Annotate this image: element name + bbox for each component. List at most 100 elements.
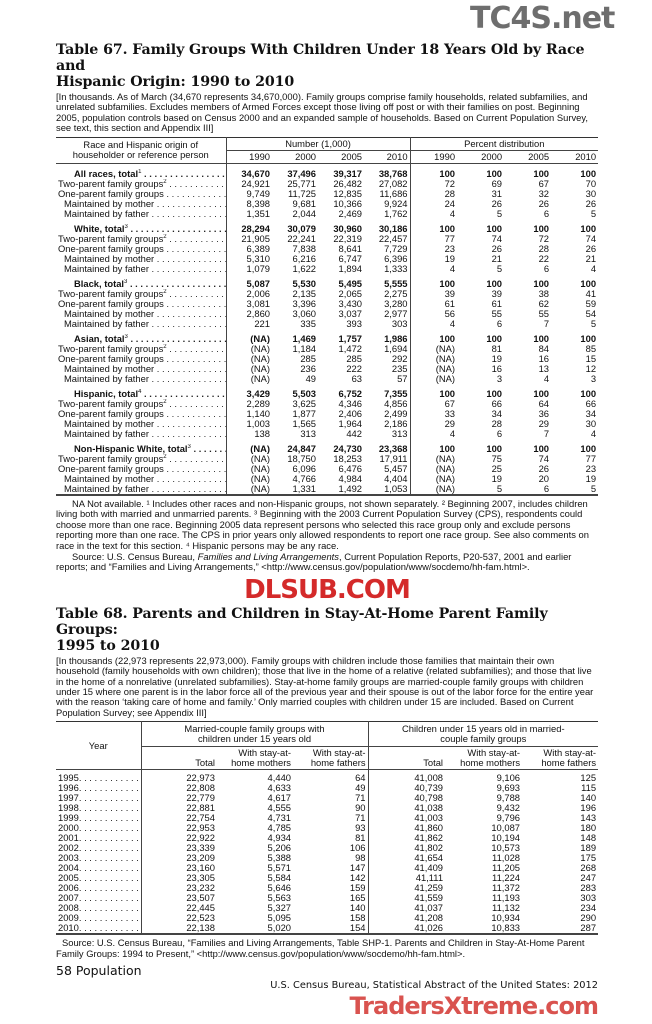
leader-dots: . . . . . . . . . . . . . . . . . . . . xyxy=(151,263,225,274)
value-cell: 23,160 xyxy=(186,863,215,874)
value-cell: 28,294 xyxy=(241,223,270,234)
value-cell: 72 xyxy=(538,233,550,244)
table-row: 2010. . . . . . . . . . . . 22,138 5,020 15… xyxy=(56,923,598,935)
value-cell: 6,396 xyxy=(364,253,411,264)
table67-source: Source: U.S. Census Bureau, Families and… xyxy=(56,551,598,573)
value-cell: 72 xyxy=(444,178,456,189)
value-cell: 4,633 xyxy=(267,783,291,794)
year-cell: 1996. . . . . . . . . . . . xyxy=(56,783,142,794)
value-cell: (NA) xyxy=(250,453,270,464)
value-cell: 142 xyxy=(293,873,369,884)
value-cell: 4,346 xyxy=(338,398,362,409)
table-row: 1995. . . . . . . . . . . . 22,973 4,440 64… xyxy=(56,773,598,784)
page-content: Table 67. Family Groups With Children Un… xyxy=(56,42,599,1020)
row-label: Two-parent family groups2 . . . . . . . … xyxy=(56,178,227,189)
row-label-text: One-parent family groups xyxy=(58,243,164,254)
value-cell: 235 xyxy=(364,363,411,374)
value-cell: 41,038 xyxy=(414,803,444,814)
value-cell: 21 xyxy=(491,253,503,264)
leader-dots: . . . . . . . . . . . . . . . . . . . . xyxy=(193,443,225,454)
value-cell: 22,138 xyxy=(186,923,215,934)
value-cell: 40,798 xyxy=(414,793,444,804)
table-row: Two-parent family groups2 . . . . . . . … xyxy=(56,178,598,189)
row-label-text: One-parent family groups xyxy=(58,408,164,419)
value-cell: 3 xyxy=(590,373,597,384)
value-cell: 41,111 xyxy=(415,873,444,884)
value-cell: 41,802 xyxy=(414,843,444,854)
value-cell: 285 xyxy=(346,353,362,364)
value-cell: (NA) xyxy=(435,373,456,384)
value-cell: 335 xyxy=(300,318,316,329)
value-cell: 7,838 xyxy=(292,243,316,254)
value-cell: (NA) xyxy=(435,463,456,474)
spacer-cell xyxy=(364,438,411,444)
leader-dots: . . . . . . . . . . . . . . . . . . . . xyxy=(169,233,225,244)
value-cell: 100 xyxy=(486,278,503,289)
table-row: Maintained by mother . . . . . . . . . .… xyxy=(56,198,598,209)
table-row: One-parent family groups . . . . . . . .… xyxy=(56,408,598,419)
leader-dots: . . . . . . . . . . . . . . . . . . . . xyxy=(166,298,225,309)
table-row: 2005. . . . . . . . . . . . 23,305 5,584 14… xyxy=(56,873,598,884)
value-cell: 234 xyxy=(580,903,597,914)
row-label-text: Maintained by father xyxy=(64,428,149,439)
value-cell: 26 xyxy=(585,243,597,254)
value-cell: 4 xyxy=(590,428,597,439)
row-label-text: Maintained by mother xyxy=(64,253,155,264)
table-row: Two-parent family groups2 . . . . . . . … xyxy=(56,233,598,244)
row-label-text: Maintained by mother xyxy=(64,308,155,319)
value-cell: 100 xyxy=(580,223,597,234)
value-cell: 100 xyxy=(533,223,550,234)
leader-dots: . . . . . . . . . . . . . . . . . . . . xyxy=(144,168,225,179)
row-label: Two-parent family groups2 . . . . . . . … xyxy=(56,398,227,409)
value-cell: (NA) xyxy=(435,363,456,374)
value-cell: 5 xyxy=(496,483,503,494)
row-label: One-parent family groups . . . . . . . .… xyxy=(56,463,227,474)
value-cell: 292 xyxy=(364,353,411,364)
spacer-cell xyxy=(56,328,227,334)
leader-dots: . . . . . . . . . . . . . . . . . . . . xyxy=(151,373,225,384)
value-cell: 62 xyxy=(538,298,550,309)
value-cell: 17,911 xyxy=(364,453,411,464)
table-row: All races, total1 . . . . . . . . . . . … xyxy=(56,168,598,179)
value-cell: 2,499 xyxy=(364,408,411,419)
value-cell: 100 xyxy=(439,388,456,399)
value-cell: 100 xyxy=(486,443,503,454)
value-cell: 1,622 xyxy=(292,263,316,274)
row-label: Maintained by father . . . . . . . . . .… xyxy=(56,208,227,219)
year-cell: 2003. . . . . . . . . . . . xyxy=(56,853,142,864)
value-cell: 31 xyxy=(491,188,503,199)
leader-dots: . . . . . . . . . . . . . . . . . . . . xyxy=(144,388,225,399)
group-spacer xyxy=(56,273,598,279)
leader-dots: . . . . . . . . . . . . . . . . . . . . xyxy=(156,308,225,319)
value-cell: 11,372 xyxy=(492,883,521,894)
value-cell: 100 xyxy=(439,333,456,344)
row-label: Asian, total3 . . . . . . . . . . . . . … xyxy=(56,333,227,344)
value-cell: 303 xyxy=(580,893,597,904)
value-cell: 2,065 xyxy=(338,288,362,299)
footnote-marker: 3 xyxy=(124,278,128,285)
row-label-text: Maintained by mother xyxy=(64,198,155,209)
footnote-marker: 3 xyxy=(124,333,128,340)
leader-dots: . . . . . . . . . . . . . . . . . . . . xyxy=(169,288,225,299)
value-cell: 4,731 xyxy=(267,813,291,824)
title-line: Table 67. Family Groups With Children Un… xyxy=(56,42,585,74)
table-row: 2002. . . . . . . . . . . . 23,339 5,206 10… xyxy=(56,843,598,854)
title-line: Hispanic Origin: 1990 to 2010 xyxy=(56,74,295,90)
value-cell: 64 xyxy=(538,398,550,409)
value-cell: 3,430 xyxy=(338,298,362,309)
year-cell: 2000. . . . . . . . . . . . xyxy=(56,823,142,834)
value-cell: 23,232 xyxy=(186,883,215,894)
value-cell: 10,194 xyxy=(491,833,521,844)
year-header: 1990 xyxy=(226,150,272,164)
value-cell: 100 xyxy=(439,168,456,179)
value-cell: 5 xyxy=(496,263,503,274)
table-row: 2003. . . . . . . . . . . . 23,209 5,388 98… xyxy=(56,853,598,864)
spacer-cell xyxy=(364,328,411,334)
value-cell: 100 xyxy=(533,168,550,179)
row-label-text: Hispanic, total xyxy=(74,388,139,399)
value-cell: 30 xyxy=(585,188,597,199)
group-spacer xyxy=(56,218,598,224)
number-header: Number (1,000) xyxy=(226,137,411,151)
value-cell: (NA) xyxy=(250,343,270,354)
leader-dots: . . . . . . . . . . . . . . . . . . . . xyxy=(169,398,225,409)
